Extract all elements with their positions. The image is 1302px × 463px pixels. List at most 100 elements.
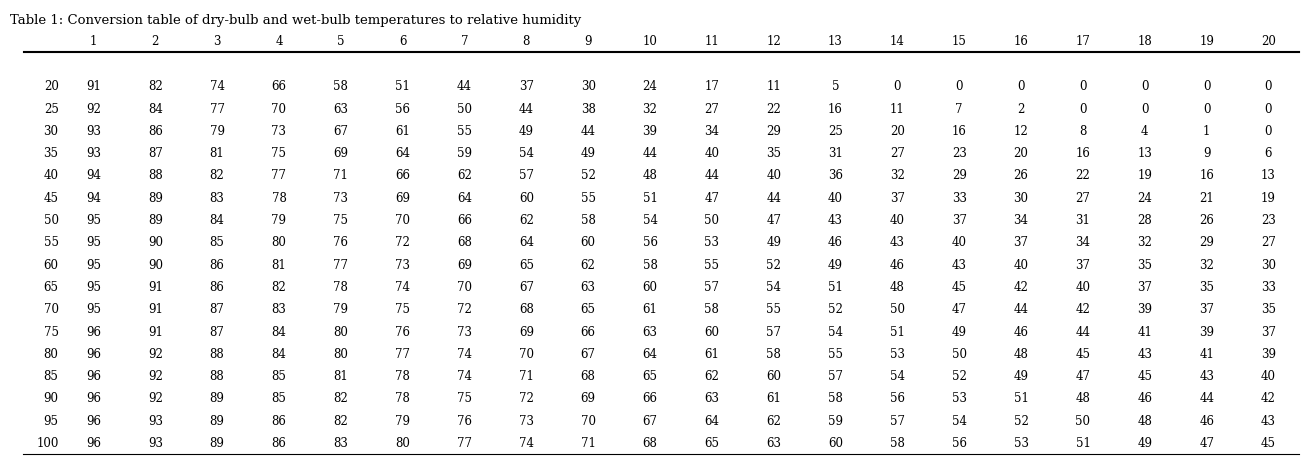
Text: 68: 68 [581,369,595,382]
Text: 56: 56 [952,436,967,449]
Text: 75: 75 [271,147,286,160]
Text: 16: 16 [1199,169,1213,182]
Text: 1: 1 [90,35,98,48]
Text: 72: 72 [396,236,410,249]
Text: 40: 40 [889,213,905,226]
Text: 65: 65 [642,369,658,382]
Text: 0: 0 [1141,102,1148,115]
Text: 30: 30 [43,125,59,138]
Text: 74: 74 [457,347,473,360]
Text: 52: 52 [767,258,781,271]
Text: 44: 44 [1075,325,1091,338]
Text: 39: 39 [1260,347,1276,360]
Text: 76: 76 [395,325,410,338]
Text: 92: 92 [148,392,163,405]
Text: 83: 83 [272,303,286,316]
Text: 66: 66 [271,80,286,93]
Text: 59: 59 [828,414,844,427]
Text: 69: 69 [333,147,349,160]
Text: 80: 80 [333,325,348,338]
Text: 82: 82 [272,281,286,294]
Text: 50: 50 [889,303,905,316]
Text: 58: 58 [891,436,905,449]
Text: 63: 63 [333,102,349,115]
Text: 13: 13 [1262,169,1276,182]
Text: 86: 86 [210,281,224,294]
Text: 41: 41 [1199,347,1213,360]
Text: 81: 81 [272,258,286,271]
Text: 69: 69 [395,191,410,204]
Text: 87: 87 [148,147,163,160]
Text: 79: 79 [271,213,286,226]
Text: 19: 19 [1262,191,1276,204]
Text: 100: 100 [36,436,59,449]
Text: 14: 14 [891,35,905,48]
Text: 27: 27 [704,102,719,115]
Text: 4: 4 [1141,125,1148,138]
Text: 54: 54 [642,213,658,226]
Text: 20: 20 [44,80,59,93]
Text: 78: 78 [396,369,410,382]
Text: 58: 58 [767,347,781,360]
Text: 65: 65 [581,303,596,316]
Text: 75: 75 [457,392,473,405]
Text: 45: 45 [1137,369,1152,382]
Text: 45: 45 [1260,436,1276,449]
Text: 49: 49 [581,147,596,160]
Text: 56: 56 [642,236,658,249]
Text: 25: 25 [828,125,842,138]
Text: 79: 79 [333,303,349,316]
Text: 31: 31 [1075,213,1090,226]
Text: 57: 57 [828,369,844,382]
Text: 18: 18 [1138,35,1152,48]
Text: 85: 85 [272,369,286,382]
Text: 6: 6 [398,35,406,48]
Text: 73: 73 [333,191,349,204]
Text: 50: 50 [43,213,59,226]
Text: 3: 3 [214,35,221,48]
Text: 58: 58 [828,392,842,405]
Text: 55: 55 [828,347,844,360]
Text: 66: 66 [581,325,596,338]
Text: 60: 60 [766,369,781,382]
Text: 32: 32 [891,169,905,182]
Text: 44: 44 [642,147,658,160]
Text: 56: 56 [395,102,410,115]
Text: 35: 35 [1199,281,1215,294]
Text: 51: 51 [1014,392,1029,405]
Text: 60: 60 [581,236,596,249]
Text: 87: 87 [210,303,224,316]
Text: 61: 61 [643,303,658,316]
Text: 67: 67 [333,125,349,138]
Text: 82: 82 [333,392,348,405]
Text: 76: 76 [333,236,349,249]
Text: 49: 49 [828,258,844,271]
Text: 7: 7 [461,35,469,48]
Text: 51: 51 [891,325,905,338]
Text: 57: 57 [518,169,534,182]
Text: 93: 93 [86,147,102,160]
Text: 40: 40 [828,191,844,204]
Text: 37: 37 [518,80,534,93]
Text: 66: 66 [395,169,410,182]
Text: 95: 95 [86,281,102,294]
Text: 45: 45 [952,281,967,294]
Text: 73: 73 [271,125,286,138]
Text: 8: 8 [522,35,530,48]
Text: 20: 20 [1014,147,1029,160]
Text: 68: 68 [457,236,471,249]
Text: 32: 32 [1138,236,1152,249]
Text: 70: 70 [395,213,410,226]
Text: 89: 89 [148,191,163,204]
Text: 41: 41 [1138,325,1152,338]
Text: 16: 16 [1014,35,1029,48]
Text: 91: 91 [148,303,163,316]
Text: 80: 80 [44,347,59,360]
Text: 49: 49 [952,325,967,338]
Text: 12: 12 [1014,125,1029,138]
Text: 40: 40 [1260,369,1276,382]
Text: 24: 24 [1138,191,1152,204]
Text: 95: 95 [86,236,102,249]
Text: 93: 93 [147,414,163,427]
Text: 91: 91 [148,325,163,338]
